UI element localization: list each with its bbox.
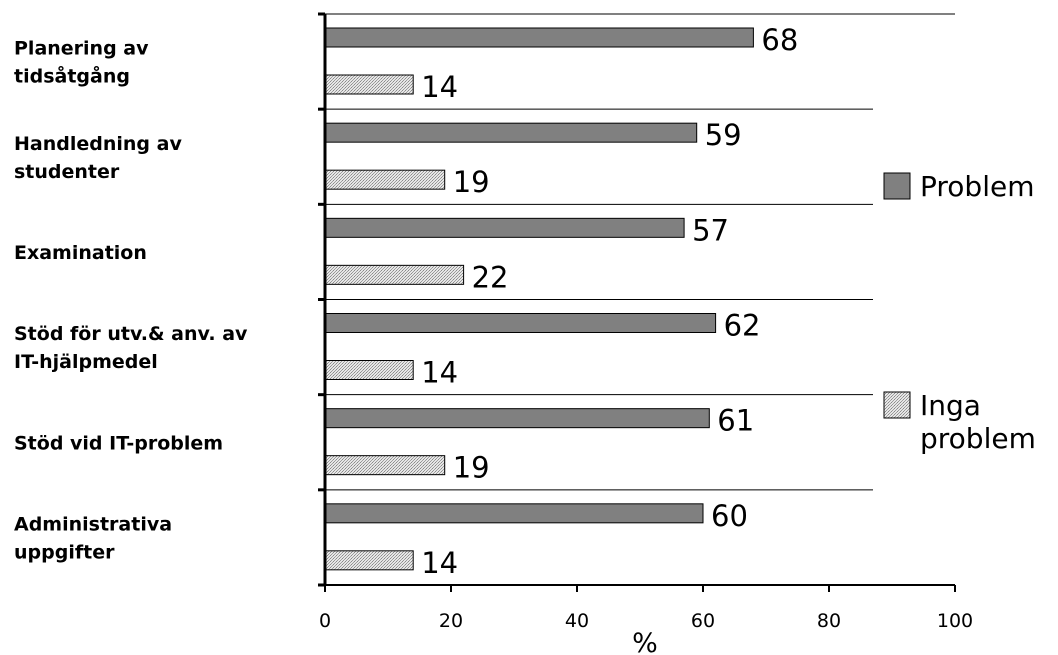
bar-inga-problem bbox=[325, 264, 465, 285]
bar-inga-problem bbox=[325, 550, 414, 571]
value-label: 19 bbox=[453, 165, 490, 199]
bar-problem bbox=[325, 503, 704, 524]
bar-problem bbox=[325, 217, 685, 238]
x-tick-label: 60 bbox=[691, 610, 715, 632]
x-tick-label: 100 bbox=[937, 610, 973, 632]
category-label: tidsåtgång bbox=[14, 64, 130, 88]
value-label: 19 bbox=[453, 451, 490, 485]
legend-swatch bbox=[883, 172, 911, 200]
category-label: Planering av bbox=[14, 38, 149, 60]
category-label: Administrativa bbox=[14, 513, 172, 535]
category-label: Stöd vid IT-problem bbox=[14, 432, 223, 454]
value-label: 57 bbox=[692, 213, 729, 247]
value-label: 59 bbox=[705, 118, 742, 152]
legend-swatch bbox=[883, 391, 911, 419]
bar-inga-problem bbox=[325, 360, 414, 380]
value-labels: 68 14 59 19 57 22 62 14 61 19 60 14 bbox=[421, 23, 798, 580]
bar-inga-problem bbox=[325, 169, 446, 190]
bar-problem bbox=[325, 313, 717, 333]
category-label: Handledning av bbox=[14, 133, 182, 155]
category-label: Stöd för utv.& anv. av bbox=[14, 323, 248, 345]
category-labels: Planering av tidsåtgång Handledning av stud… bbox=[14, 38, 248, 564]
x-tick-label: 0 bbox=[319, 610, 331, 632]
legend-label: Problem bbox=[920, 170, 1034, 203]
value-label: 14 bbox=[421, 546, 458, 580]
category-label: IT-hjälpmedel bbox=[14, 351, 158, 373]
bar-inga-problem bbox=[325, 455, 446, 476]
bar-problem bbox=[325, 122, 698, 143]
bar-problem bbox=[325, 408, 710, 429]
x-tick-label: 20 bbox=[439, 610, 463, 632]
x-tick-label: 80 bbox=[817, 610, 841, 632]
value-label: 62 bbox=[724, 309, 761, 343]
value-label: 14 bbox=[421, 356, 458, 390]
category-label: uppgifter bbox=[14, 541, 115, 563]
value-label: 22 bbox=[472, 260, 509, 294]
value-label: 60 bbox=[711, 499, 748, 533]
value-label: 14 bbox=[421, 70, 458, 104]
x-axis: 0 20 40 60 80 100 bbox=[318, 12, 973, 632]
legend-label: problem bbox=[920, 422, 1036, 455]
gridlines bbox=[325, 13, 955, 491]
x-tick-label: 40 bbox=[565, 610, 589, 632]
category-label: studenter bbox=[14, 161, 120, 183]
legend-label: Inga bbox=[920, 389, 981, 422]
bar-problem bbox=[325, 27, 754, 48]
value-label: 61 bbox=[717, 404, 754, 438]
category-label: Examination bbox=[14, 242, 147, 264]
x-axis-title: % bbox=[632, 628, 658, 655]
bar-inga-problem bbox=[325, 74, 414, 95]
value-label: 68 bbox=[761, 23, 798, 57]
